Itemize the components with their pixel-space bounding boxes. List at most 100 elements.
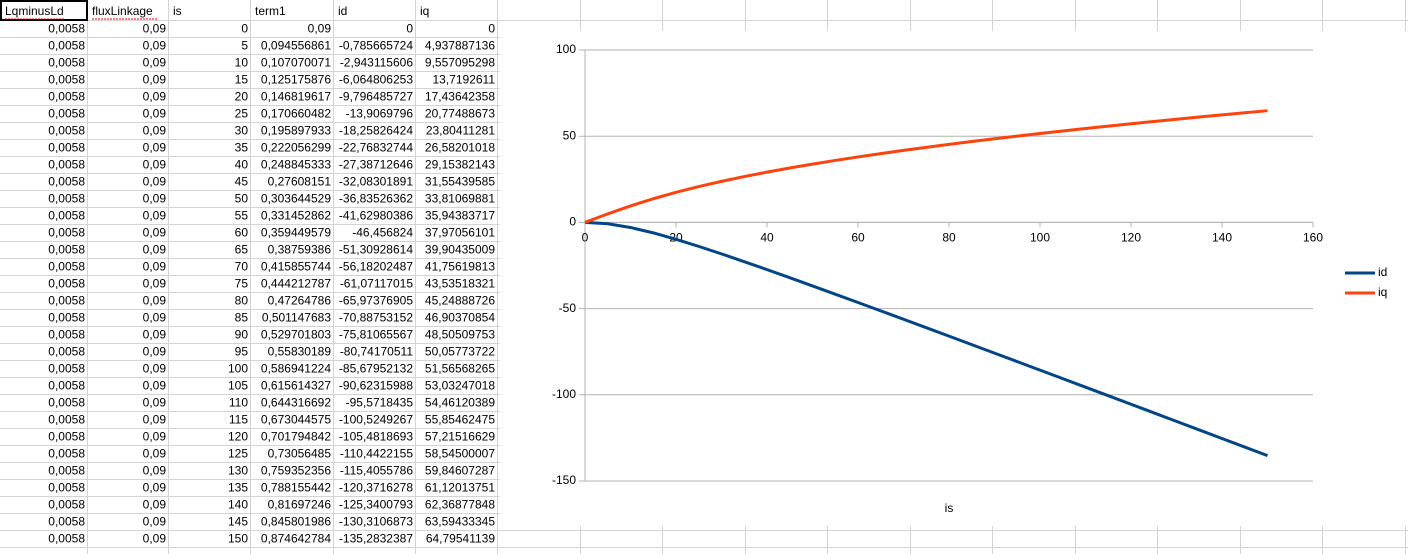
cell-value[interactable]: 58,54500007 (425, 447, 495, 461)
cell-value[interactable]: 57,21516629 (425, 430, 495, 444)
cell-value[interactable]: 0,0058 (48, 447, 85, 461)
cell-value[interactable]: -2,943115606 (340, 56, 414, 70)
cell-value[interactable]: 0,09 (143, 294, 167, 308)
cell-value[interactable]: -61,07117015 (340, 277, 414, 291)
cell-value[interactable]: 0,09 (143, 158, 167, 172)
selected-cell[interactable] (0, 0, 88, 21)
cell-value[interactable]: 0,09 (143, 124, 167, 138)
cell-value[interactable]: 0,0058 (48, 294, 85, 308)
cell-value[interactable]: 110 (229, 396, 248, 410)
cell-value[interactable]: 0,701794842 (261, 430, 331, 444)
cell-value[interactable]: 0,0058 (48, 226, 85, 240)
cell-value[interactable]: 26,58201018 (425, 141, 495, 155)
cell-value[interactable]: 0,444212787 (261, 277, 331, 291)
cell-value[interactable]: 0,0058 (48, 260, 85, 274)
cell-value[interactable]: 0,759352356 (261, 464, 331, 478)
cell-value[interactable]: 0,0058 (48, 328, 85, 342)
cell-value[interactable]: 46,90370854 (425, 311, 495, 325)
cell-value[interactable]: 0,09 (143, 73, 167, 87)
cell-value[interactable]: 90 (235, 328, 249, 342)
cell-value[interactable]: -80,74170511 (340, 345, 414, 359)
cell-value[interactable]: 65 (235, 243, 249, 257)
cell-value[interactable]: 45 (235, 175, 249, 189)
cell-value[interactable]: 0,094556861 (261, 39, 331, 53)
cell-value[interactable]: -32,08301891 (339, 175, 413, 189)
cell-value[interactable]: 0,0058 (48, 124, 85, 138)
cell-value[interactable]: -130,3106873 (339, 515, 413, 529)
cell-value[interactable]: 0,125175876 (261, 73, 331, 87)
cell-value[interactable]: 33,81069881 (425, 192, 495, 206)
cell-value[interactable]: 95 (235, 345, 249, 359)
chart-area[interactable] (500, 31, 1408, 526)
cell-value[interactable]: 50 (235, 192, 249, 206)
cell-value[interactable]: 0,09 (143, 498, 167, 512)
cell-value[interactable]: 0,27608151 (268, 175, 332, 189)
legend-label[interactable]: id (1378, 265, 1387, 279)
cell-value[interactable]: -56,18202487 (339, 260, 413, 274)
cell-value[interactable]: 4,937887136 (425, 39, 495, 53)
cell-value[interactable]: 0,415855744 (261, 260, 331, 274)
cell-value[interactable]: -0,785665724 (339, 39, 413, 53)
cell-value[interactable]: 0 (241, 22, 248, 36)
column-header[interactable]: iq (420, 4, 429, 18)
cell-value[interactable]: 0,0058 (48, 158, 85, 172)
cell-value[interactable]: 0,359449579 (261, 226, 331, 240)
cell-value[interactable]: 125 (228, 447, 248, 461)
cell-value[interactable]: 60 (235, 226, 249, 240)
cell-value[interactable]: 31,55439585 (425, 175, 495, 189)
cell-value[interactable]: 59,84607287 (425, 464, 495, 478)
cell-value[interactable]: 50,05773722 (425, 345, 495, 359)
cell-value[interactable]: -41,62980386 (339, 209, 413, 223)
cell-value[interactable]: 0,0058 (48, 73, 85, 87)
cell-value[interactable]: -115,4055786 (340, 464, 414, 478)
cell-value[interactable]: 0,0058 (48, 396, 85, 410)
cell-value[interactable]: -46,456824 (352, 226, 413, 240)
cell-value[interactable]: -105,4818693 (339, 430, 413, 444)
cell-value[interactable]: 0,09 (143, 192, 167, 206)
cell-value[interactable]: 0,09 (143, 311, 167, 325)
cell-value[interactable]: 0,331452862 (261, 209, 331, 223)
cell-value[interactable]: 0,107070071 (261, 56, 331, 70)
cell-value[interactable]: -36,83526362 (339, 192, 413, 206)
cell-value[interactable]: 0,09 (143, 362, 167, 376)
cell-value[interactable]: 0,0058 (48, 413, 85, 427)
cell-value[interactable]: 0,0058 (48, 39, 85, 53)
cell-value[interactable]: 115 (229, 413, 248, 427)
cell-value[interactable]: -70,88753152 (339, 311, 413, 325)
cell-value[interactable]: -125,3400793 (339, 498, 413, 512)
cell-value[interactable]: 15 (235, 73, 249, 87)
cell-value[interactable]: 130 (228, 464, 248, 478)
cell-value[interactable]: 37,97056101 (425, 226, 495, 240)
cell-value[interactable]: 0,0058 (48, 362, 85, 376)
cell-value[interactable]: 0,222056299 (261, 141, 331, 155)
column-header[interactable]: LqminusLd (5, 4, 64, 18)
cell-value[interactable]: -6,064806253 (339, 73, 413, 87)
cell-value[interactable]: 0,09 (143, 90, 167, 104)
cell-value[interactable]: 40 (235, 158, 249, 172)
cell-value[interactable]: -27,38712646 (339, 158, 413, 172)
cell-value[interactable]: -18,25826424 (339, 124, 413, 138)
cell-value[interactable]: 0,170660482 (261, 107, 331, 121)
cell-value[interactable]: 9,557095298 (425, 56, 495, 70)
cell-value[interactable]: 53,03247018 (425, 379, 495, 393)
cell-value[interactable]: 0,0058 (48, 175, 85, 189)
cell-value[interactable]: 135 (228, 481, 248, 495)
cell-value[interactable]: 0,0058 (48, 498, 85, 512)
cell-value[interactable]: 0,0058 (48, 464, 85, 478)
cell-value[interactable]: -9,796485727 (339, 90, 413, 104)
cell-value[interactable]: 85 (235, 311, 249, 325)
cell-value[interactable]: 0,248845333 (261, 158, 331, 172)
cell-value[interactable]: 43,53518321 (425, 277, 495, 291)
cell-value[interactable]: 0,529701803 (261, 328, 331, 342)
column-header[interactable]: id (338, 4, 347, 18)
cell-value[interactable]: 0,644316692 (261, 396, 331, 410)
cell-value[interactable]: 0,09 (143, 430, 167, 444)
cell-value[interactable]: 0,0058 (48, 430, 85, 444)
cell-value[interactable]: 0,09 (143, 226, 167, 240)
cell-value[interactable]: 35 (235, 141, 249, 155)
cell-value[interactable]: 0,09 (308, 22, 332, 36)
legend-label[interactable]: iq (1378, 285, 1387, 299)
cell-value[interactable]: 0,09 (143, 532, 167, 546)
cell-value[interactable]: 0,55830189 (268, 345, 332, 359)
cell-value[interactable]: 0,0058 (48, 481, 85, 495)
